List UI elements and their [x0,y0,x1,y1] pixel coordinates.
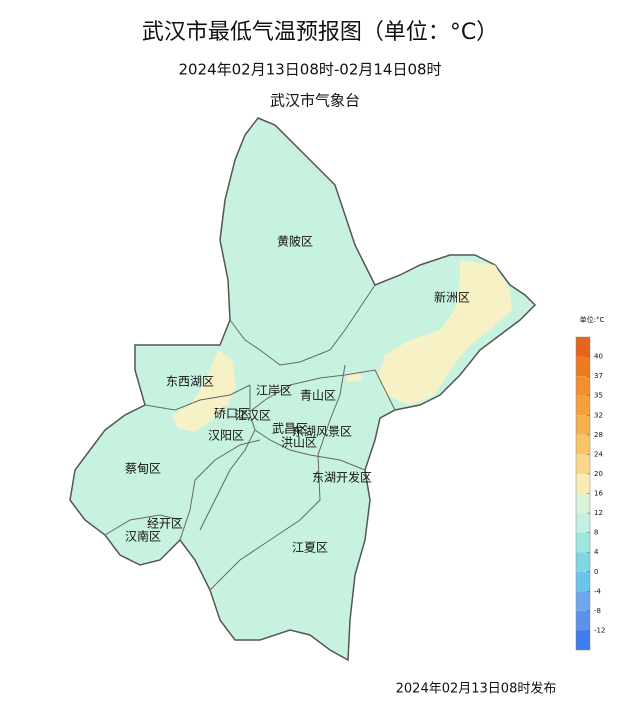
legend-tick-label: 20 [594,470,603,478]
legend-tick-label: 4 [594,548,599,556]
legend-swatch [576,376,590,396]
district-label: 黄陂区 [277,234,313,249]
district-label: 洪山区 [281,436,317,450]
district-label: 武昌区 [272,422,308,436]
district-borders [104,284,396,591]
district-label: 江汉区 [235,409,271,423]
title: 武汉市最低气温预报图（单位：°C） [142,20,498,45]
city-outline [69,117,537,662]
district-label: 蔡甸区 [125,462,161,476]
legend-tick-label: 40 [594,353,603,361]
legend-swatch [576,571,590,592]
legend-tick-label: -8 [594,607,601,615]
legend-tick-label: 37 [594,372,603,380]
issuer: 武汉市气象台 [270,92,360,110]
legend-tick-label: -12 [594,626,605,634]
legend-swatch [576,532,590,553]
district-label: 东湖开发区 [312,470,372,485]
legend-swatch [576,415,590,435]
district-label: 汉阳区 [208,429,244,443]
legend-swatch [576,610,590,631]
legend-tick-label: 32 [594,411,603,419]
district-label: 江岸区 [256,384,292,398]
footer: 2024年02月13日08时发布 [396,681,557,697]
district-label: 硚口区 [214,407,250,421]
legend-tick-label: 24 [594,450,603,458]
warm-area [172,350,236,432]
warm-area [378,260,512,405]
legend-swatch [576,434,590,455]
legend-title: 单位:°C [580,315,605,324]
legend-swatch [576,473,590,494]
district-label: 东西湖区 [166,374,214,389]
district-label: 青山区 [300,389,336,403]
district-label: 汉南区 [125,529,161,544]
district-label: 经开区 [147,517,183,531]
district-label: 江夏区 [292,541,328,555]
legend-swatch [576,337,590,357]
legend-swatch [576,454,590,474]
legend-tick-label: 16 [594,490,603,498]
legend-swatch [576,395,590,416]
legend-swatch [576,591,590,611]
district-label: 东湖风景区 [292,424,352,439]
legend-tick-label: 0 [594,568,598,576]
legend-swatch [576,493,590,514]
district-label: 新洲区 [434,290,470,305]
map [69,117,537,662]
legend-tick-label: 12 [594,509,603,517]
legend-tick-label: 8 [594,529,598,537]
legend-swatch [576,552,590,572]
subtitle: 2024年02月13日08时-02月14日08时 [178,61,441,79]
legend-tick-label: 35 [594,392,603,400]
legend-tick-label: -4 [594,587,602,595]
legend-swatch [576,630,590,650]
legend-swatch [576,356,590,377]
legend-swatch [576,513,590,533]
legend-tick-label: 28 [594,431,603,439]
